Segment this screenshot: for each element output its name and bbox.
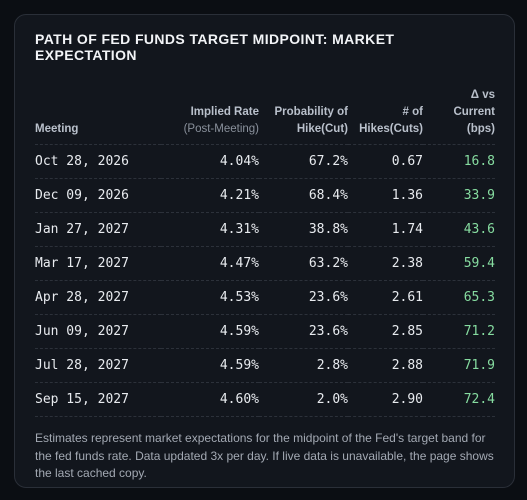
table-cell: 1.74	[348, 212, 423, 247]
table-cell: Mar 17, 2027	[35, 246, 161, 281]
table-cell: 2.88	[348, 348, 423, 383]
header-line: Probability of	[274, 106, 348, 118]
table-cell: 68.4%	[259, 178, 348, 213]
table-cell: 71.9	[423, 348, 495, 383]
header-line: Current	[453, 106, 495, 118]
table-cell: 4.53%	[161, 280, 259, 315]
table-row: Oct 28, 2026 4.04% 67.2% 0.67 16.8	[35, 144, 495, 179]
header-line: (bps)	[466, 123, 495, 135]
table-cell: Oct 28, 2026	[35, 144, 161, 179]
table-cell: 4.31%	[161, 212, 259, 247]
table: Meeting Implied Rate (Post-Meeting) Probabi…	[35, 87, 495, 417]
table-cell: 38.8%	[259, 212, 348, 247]
table-row: Jun 09, 2027 4.59% 23.6% 2.85 71.2	[35, 314, 495, 349]
table-cell: Jan 27, 2027	[35, 212, 161, 247]
table-cell: 4.47%	[161, 246, 259, 281]
table-cell: 63.2%	[259, 246, 348, 281]
header-line: Hikes(Cuts)	[359, 123, 423, 135]
table-row: Apr 28, 2027 4.53% 23.6% 2.61 65.3	[35, 280, 495, 315]
table-cell: 23.6%	[259, 280, 348, 315]
column-header: Probability of Hike(Cut)	[259, 87, 348, 145]
table-cell: 2.85	[348, 314, 423, 349]
table-cell: Apr 28, 2027	[35, 280, 161, 315]
table-cell: Jul 28, 2027	[35, 348, 161, 383]
header-line: Implied Rate	[190, 106, 259, 118]
table-cell: 23.6%	[259, 314, 348, 349]
header-note: (Post-Meeting)	[183, 123, 259, 135]
footnote: Estimates represent market expectations …	[35, 431, 494, 480]
card: PATH OF FED FUNDS TARGET MIDPOINT: MARKE…	[14, 14, 515, 488]
table-cell: 2.90	[348, 382, 423, 417]
table-row: Dec 09, 2026 4.21% 68.4% 1.36 33.9	[35, 178, 495, 213]
table-cell: 43.6	[423, 212, 495, 247]
table-cell: Sep 15, 2027	[35, 382, 161, 417]
table-cell: 16.8	[423, 144, 495, 179]
table-cell: 2.8%	[259, 348, 348, 383]
table-cell: 59.4	[423, 246, 495, 281]
header-line: Δ vs	[470, 89, 495, 101]
column-header: Implied Rate (Post-Meeting)	[161, 87, 259, 145]
header-line: Hike(Cut)	[296, 123, 348, 135]
table-cell: 72.4	[423, 382, 495, 417]
header-line: Meeting	[35, 123, 79, 135]
table-cell: 4.59%	[161, 348, 259, 383]
table-cell: 67.2%	[259, 144, 348, 179]
table-cell: 2.61	[348, 280, 423, 315]
table-body: Oct 28, 2026 4.04% 67.2% 0.67 16.8 Dec 09, 20…	[35, 144, 495, 417]
table-cell: 0.67	[348, 144, 423, 179]
table-cell: 65.3	[423, 280, 495, 315]
table-row: Mar 17, 2027 4.47% 63.2% 2.38 59.4	[35, 246, 495, 281]
table-cell: Dec 09, 2026	[35, 178, 161, 213]
table-row: Sep 15, 2027 4.60% 2.0% 2.90 72.4	[35, 382, 495, 417]
column-header: Meeting	[35, 87, 161, 145]
table-cell: 2.38	[348, 246, 423, 281]
table-row: Jul 28, 2027 4.59% 2.8% 2.88 71.9	[35, 348, 495, 383]
table-cell: 2.0%	[259, 382, 348, 417]
table-row: Jan 27, 2027 4.31% 38.8% 1.74 43.6	[35, 212, 495, 247]
table-cell: 33.9	[423, 178, 495, 213]
table-cell: 4.04%	[161, 144, 259, 179]
table-cell: 4.21%	[161, 178, 259, 213]
table-cell: 4.60%	[161, 382, 259, 417]
table-cell: 4.59%	[161, 314, 259, 349]
title: PATH OF FED FUNDS TARGET MIDPOINT: MARKE…	[35, 31, 395, 63]
column-header: Δ vs Current (bps)	[423, 87, 495, 145]
column-header: # of Hikes(Cuts)	[348, 87, 423, 145]
table-cell: 1.36	[348, 178, 423, 213]
header-line: # of	[402, 106, 423, 118]
table-cell: 71.2	[423, 314, 495, 349]
table-cell: Jun 09, 2027	[35, 314, 161, 349]
header-row: Meeting Implied Rate (Post-Meeting) Probabi…	[35, 87, 495, 145]
